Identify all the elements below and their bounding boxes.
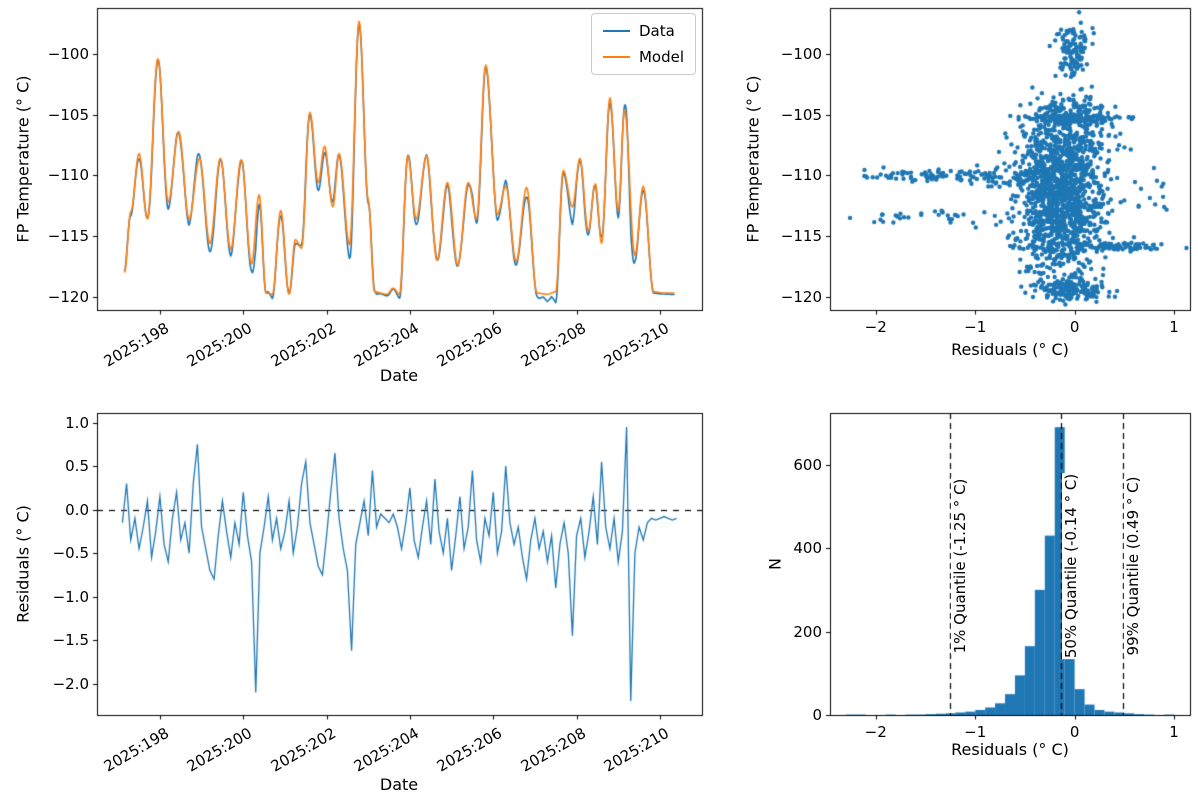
quantile-label-1: 1% Quantile (-1.25 ° C) <box>951 477 970 655</box>
timeseries-xaxis-label: Date <box>379 366 419 385</box>
tick-label: −2 <box>864 318 887 336</box>
timeseries-yaxis-label: FP Temperature (° C) <box>13 75 33 243</box>
histogram-xaxis-label: Residuals (° C) <box>951 740 1069 759</box>
tick-label: −110 <box>47 166 89 185</box>
tick-label: −2 <box>864 723 887 741</box>
legend-entry-data: Data <box>602 22 684 40</box>
tick-label: −0.5 <box>52 544 89 563</box>
tick-label: 1 <box>1169 723 1179 741</box>
tick-label: 400 <box>793 539 822 558</box>
tick-label: −105 <box>47 105 89 124</box>
legend-label-model: Model <box>638 48 684 66</box>
residuals-yaxis-label: Residuals (° C) <box>13 505 33 623</box>
tick-label: −115 <box>47 227 89 246</box>
tick-label: −1 <box>964 723 987 741</box>
tick-label: −1 <box>964 318 987 336</box>
tick-label: 0 <box>812 706 822 724</box>
histogram-yaxis-label: N <box>765 558 785 570</box>
quantile-label-50: 50% Quantile (-0.14 ° C) <box>1061 472 1080 660</box>
tick-label: 0 <box>1069 318 1080 336</box>
tick-label: −120 <box>780 287 822 306</box>
tick-label: 600 <box>793 455 822 474</box>
tick-label: 0.0 <box>65 500 89 519</box>
tick-label: −105 <box>780 105 822 124</box>
legend-entry-model: Model <box>602 48 684 66</box>
tick-label: 0.5 <box>65 457 89 476</box>
tick-label: 1.0 <box>65 413 89 432</box>
tick-label: −2.0 <box>52 674 89 693</box>
scatter-xaxis-label: Residuals (° C) <box>951 340 1069 359</box>
legend-label-data: Data <box>638 22 675 40</box>
legend-line-model <box>602 56 630 58</box>
tick-label: 0 <box>1069 723 1080 741</box>
tick-label: −100 <box>47 45 89 64</box>
tick-label: −100 <box>780 45 822 64</box>
tick-label: −115 <box>780 227 822 246</box>
tick-label: −110 <box>780 166 822 185</box>
tick-label: 1 <box>1169 318 1179 336</box>
residuals-xaxis-label: Date <box>379 775 419 794</box>
legend: Data Model <box>590 13 696 75</box>
legend-line-data <box>602 30 630 32</box>
scatter-yaxis-label: FP Temperature (° C) <box>743 75 763 243</box>
tick-label: −1.0 <box>52 587 89 606</box>
tick-label: −120 <box>47 287 89 306</box>
tick-label: 200 <box>793 622 822 641</box>
quantile-label-99: 99% Quantile (0.49 ° C) <box>1124 475 1143 657</box>
tick-label: −1.5 <box>52 631 89 650</box>
